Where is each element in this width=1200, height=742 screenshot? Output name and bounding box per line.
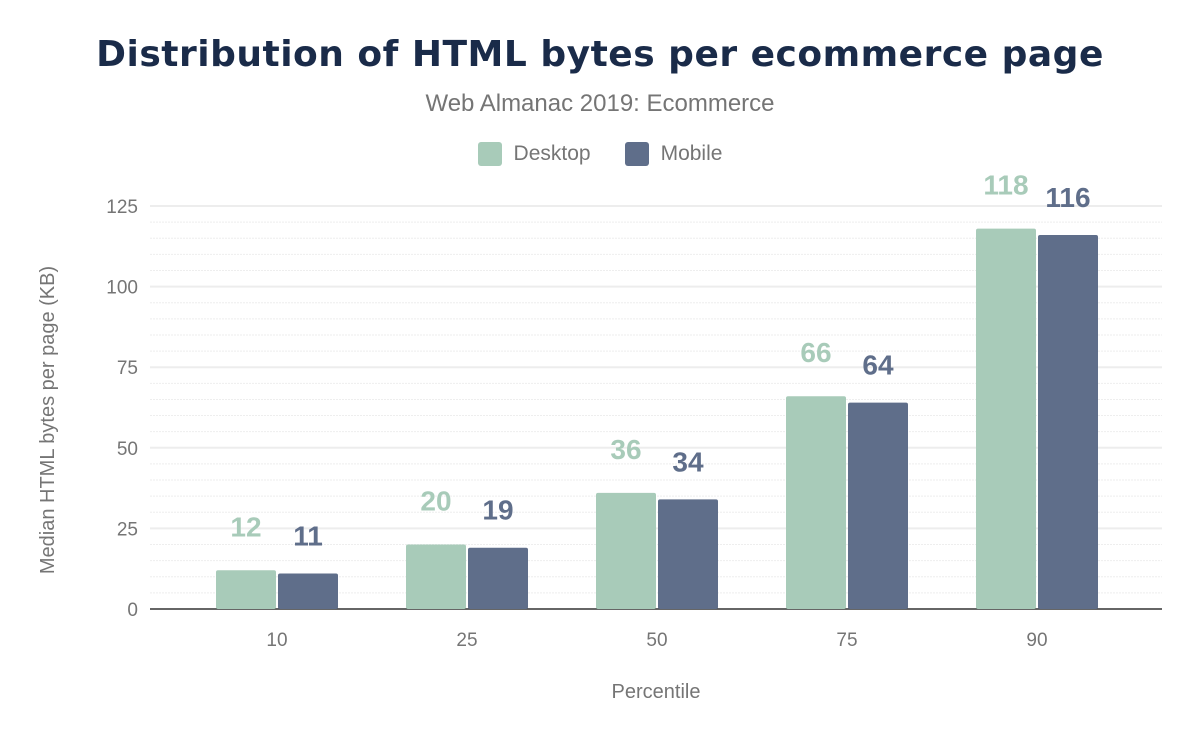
chart-subtitle: Web Almanac 2019: Ecommerce <box>425 90 775 117</box>
bar-desktop <box>216 570 276 609</box>
bar-desktop <box>406 544 466 609</box>
x-axis-title: Percentile <box>612 681 701 703</box>
data-label-mobile: 64 <box>862 350 894 381</box>
x-tick-label: 75 <box>836 630 857 651</box>
bar-desktop <box>786 396 846 609</box>
legend-swatch-desktop <box>477 142 502 166</box>
bar-mobile <box>278 573 338 609</box>
y-tick-label: 50 <box>117 439 138 460</box>
data-label-desktop: 36 <box>610 434 641 465</box>
y-tick-label: 75 <box>117 358 138 379</box>
legend-label-desktop: Desktop <box>513 142 591 165</box>
bar-mobile <box>468 547 528 609</box>
data-label-desktop: 66 <box>800 337 831 368</box>
data-label-desktop: 12 <box>230 511 261 542</box>
y-tick-label: 0 <box>127 600 138 621</box>
legend-label-mobile: Mobile <box>660 142 723 165</box>
bar-mobile <box>1038 235 1098 610</box>
data-label-desktop: 118 <box>983 170 1028 201</box>
y-axis-title: Median HTML bytes per page (KB) <box>37 266 59 574</box>
legend-item-desktop[interactable]: Desktop <box>477 142 591 166</box>
bar-mobile <box>848 402 908 609</box>
legend-swatch-mobile <box>624 142 649 166</box>
y-tick-label: 25 <box>117 519 138 540</box>
bar-desktop <box>596 492 656 609</box>
data-label-mobile: 19 <box>482 495 513 526</box>
legend: Desktop Mobile <box>0 142 1200 166</box>
bar-desktop <box>976 228 1036 609</box>
data-label-mobile: 11 <box>293 521 323 552</box>
legend-item-mobile[interactable]: Mobile <box>624 142 723 166</box>
x-tick-label: 10 <box>266 630 287 651</box>
y-tick-label: 100 <box>106 278 138 299</box>
data-label-mobile: 34 <box>672 446 704 477</box>
data-label-desktop: 20 <box>420 486 451 517</box>
x-tick-label: 25 <box>456 630 477 651</box>
chart-title: Distribution of HTML bytes per ecommerce… <box>96 34 1104 75</box>
data-label-mobile: 116 <box>1045 182 1090 213</box>
x-tick-label: 50 <box>646 630 667 651</box>
x-tick-label: 90 <box>1026 630 1047 651</box>
y-tick-label: 125 <box>106 197 138 218</box>
bar-mobile <box>658 499 718 609</box>
